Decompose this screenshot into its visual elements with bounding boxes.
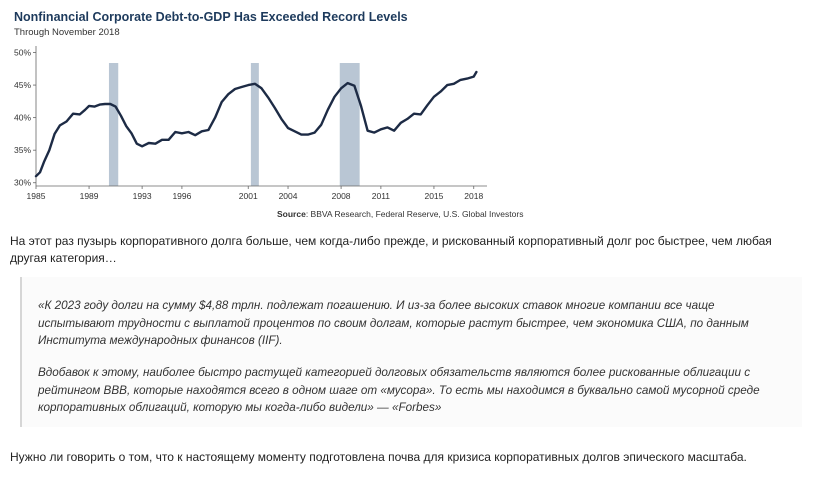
x-tick-label: 1996 xyxy=(172,191,191,201)
x-tick-label: 1989 xyxy=(80,191,99,201)
x-tick-label: 2001 xyxy=(239,191,258,201)
intro-paragraph: На этот раз пузырь корпоративного долга … xyxy=(10,234,772,265)
quote-paragraph-1: «К 2023 году долги на сумму $4,88 трлн. … xyxy=(38,299,749,347)
chart-title: Nonfinancial Corporate Debt-to-GDP Has E… xyxy=(14,10,408,24)
chart-figure: Nonfinancial Corporate Debt-to-GDP Has E… xyxy=(0,0,523,225)
chart-subtitle: Through November 2018 xyxy=(14,27,120,38)
x-tick-label: 2008 xyxy=(332,191,351,201)
x-tick-label: 2011 xyxy=(372,191,391,201)
recession-band xyxy=(250,63,259,186)
chart-source-text: : BBVA Research, Federal Reserve, U.S. G… xyxy=(305,209,524,219)
y-tick-label: 35% xyxy=(14,145,31,155)
y-tick-label: 40% xyxy=(14,113,31,123)
x-tick-label: 2015 xyxy=(424,191,443,201)
x-tick-label: 2018 xyxy=(464,191,483,201)
conclusion-paragraph: Нужно ли говорить о том, что к настоящем… xyxy=(10,450,747,464)
quote-paragraph-2: Вдобавок к этому, наиболее быстро растущ… xyxy=(38,366,760,414)
recession-band xyxy=(339,63,360,186)
x-tick-label: 2004 xyxy=(279,191,298,201)
y-tick-label: 45% xyxy=(14,80,31,90)
blockquote: «К 2023 году долги на сумму $4,88 трлн. … xyxy=(20,277,802,427)
chart-source: Source: BBVA Research, Federal Reserve, … xyxy=(277,209,523,219)
x-tick-label: 1993 xyxy=(133,191,152,201)
chart-source-label: Source xyxy=(277,209,306,219)
y-tick-label: 50% xyxy=(14,48,31,58)
chart-svg: 30% 35% 40% 45% 50% 1985 1989 1993 1996 2001 2004 2… xyxy=(14,46,487,201)
x-tick-label: 1985 xyxy=(27,191,46,201)
recession-band xyxy=(108,63,119,186)
series-line xyxy=(34,70,478,178)
y-tick-label: 30% xyxy=(14,178,31,188)
